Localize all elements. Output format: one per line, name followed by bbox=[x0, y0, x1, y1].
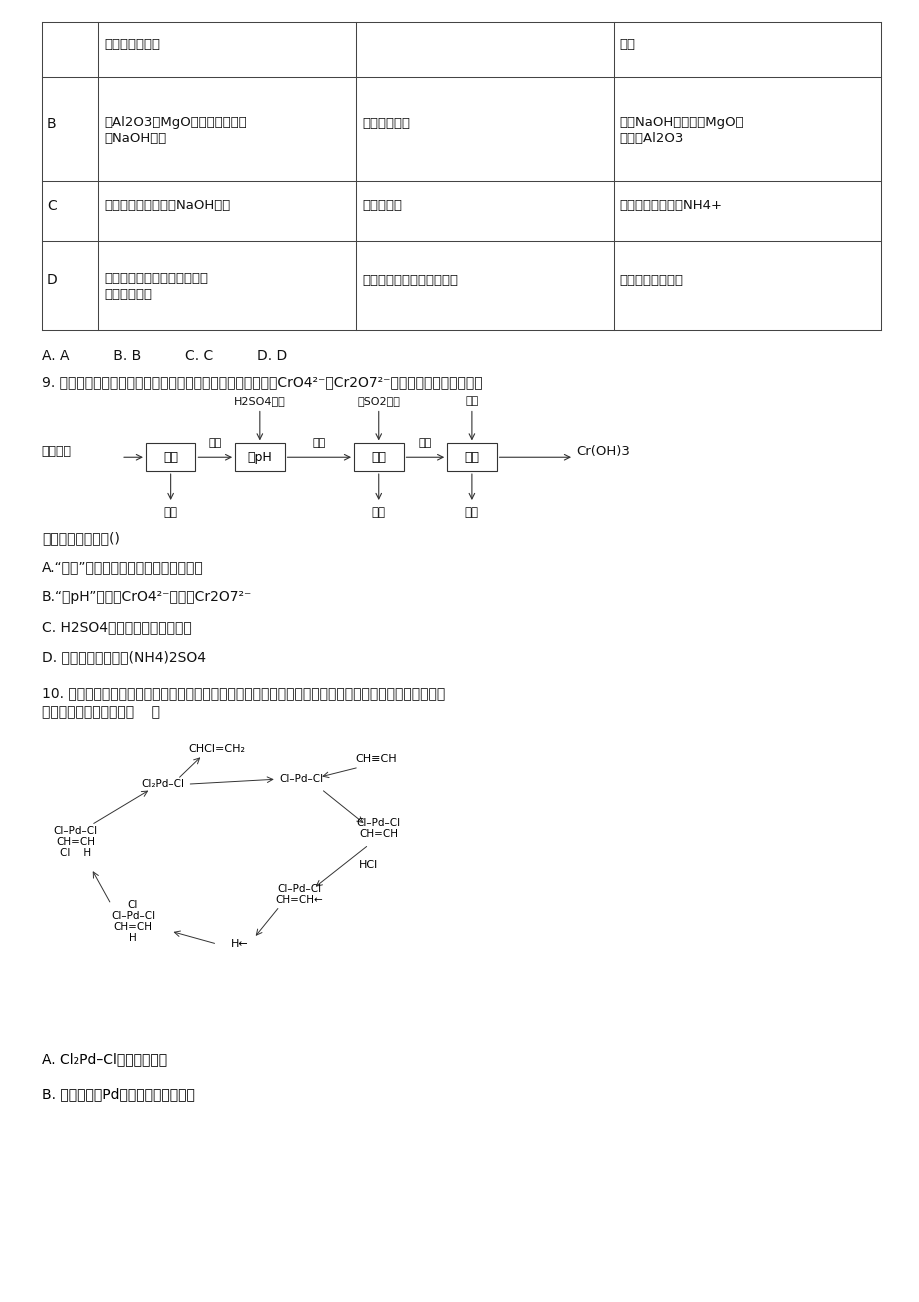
Text: 调pH: 调pH bbox=[247, 450, 272, 464]
Text: Cl–Pd–Cl: Cl–Pd–Cl bbox=[53, 825, 97, 836]
Text: C: C bbox=[47, 199, 56, 212]
Text: B.“调pH”时存在CrO4²⁻转化为Cr2O7²⁻: B.“调pH”时存在CrO4²⁻转化为Cr2O7²⁻ bbox=[41, 590, 252, 604]
Text: 下列说法错误的是(): 下列说法错误的是() bbox=[41, 531, 119, 544]
Text: CH=CH←: CH=CH← bbox=[276, 894, 323, 905]
Text: H: H bbox=[129, 932, 137, 943]
Text: CH=CH: CH=CH bbox=[358, 829, 398, 840]
FancyBboxPatch shape bbox=[146, 444, 195, 471]
FancyBboxPatch shape bbox=[234, 444, 284, 471]
Text: 沉铬: 沉铬 bbox=[464, 450, 479, 464]
Text: H2SO4溶液: H2SO4溶液 bbox=[233, 396, 286, 406]
Text: 向Al2O3与MgO混合物中加入足: 向Al2O3与MgO混合物中加入足 bbox=[104, 116, 246, 129]
Text: C. H2SO4溶液更适合用盐酸代替: C. H2SO4溶液更适合用盐酸代替 bbox=[41, 620, 191, 634]
Text: 待检液中一定不含NH4+: 待检液中一定不含NH4+ bbox=[618, 199, 721, 212]
Text: 碘水: 碘水 bbox=[618, 38, 635, 51]
Text: 滤渣: 滤渣 bbox=[371, 506, 385, 519]
Text: CH=CH: CH=CH bbox=[56, 837, 95, 846]
Text: A. A          B. B          C. C          D. D: A. A B. B C. C D. D bbox=[41, 349, 287, 363]
Text: 混有的Al2O3: 混有的Al2O3 bbox=[618, 132, 683, 145]
Text: HCl: HCl bbox=[358, 859, 378, 870]
Text: 固体部分溶解: 固体部分溶解 bbox=[361, 117, 410, 130]
Text: B: B bbox=[47, 117, 56, 132]
Text: Cl–Pd–Cl: Cl–Pd–Cl bbox=[111, 911, 155, 921]
Text: 沉渣: 沉渣 bbox=[164, 506, 177, 519]
Text: 沉降: 沉降 bbox=[163, 450, 178, 464]
Text: 含铬废水: 含铬废水 bbox=[41, 445, 72, 458]
Text: Cl₂Pd–Cl: Cl₂Pd–Cl bbox=[141, 779, 184, 789]
Text: CHCl=CH₂: CHCl=CH₂ bbox=[188, 745, 245, 754]
Text: 向待检液中滴加少量NaOH溶液: 向待检液中滴加少量NaOH溶液 bbox=[104, 199, 231, 212]
Text: B. 反应过程中Pd的成键数目保持不变: B. 反应过程中Pd的成键数目保持不变 bbox=[41, 1087, 195, 1101]
Text: 清液: 清液 bbox=[209, 439, 221, 448]
Text: 示。下列说法正确的是（    ）: 示。下列说法正确的是（ ） bbox=[41, 706, 160, 720]
Text: 9. 含铬废水对环境污染严重，一种烟气协同处理含铬废水（含CrO4²⁻、Cr2O7²⁻、泥沙等）的流程如图：: 9. 含铬废水对环境污染严重，一种烟气协同处理含铬废水（含CrO4²⁻、Cr2O… bbox=[41, 375, 482, 389]
Text: CH≡CH: CH≡CH bbox=[355, 754, 396, 764]
Text: 无明显现象: 无明显现象 bbox=[361, 199, 402, 212]
Text: 含SO2烟气: 含SO2烟气 bbox=[357, 396, 400, 406]
FancyBboxPatch shape bbox=[447, 444, 496, 471]
Text: 铜作反应的催化剂: 铜作反应的催化剂 bbox=[618, 273, 683, 286]
Text: Cl: Cl bbox=[128, 900, 138, 910]
Text: H←: H← bbox=[231, 939, 249, 949]
Text: 溶液: 溶液 bbox=[312, 439, 325, 448]
Text: 母液: 母液 bbox=[464, 506, 479, 519]
FancyBboxPatch shape bbox=[354, 444, 403, 471]
Text: 将锌铜合金与锌分别加入等浓: 将锌铜合金与锌分别加入等浓 bbox=[104, 272, 208, 285]
Text: 度硫酸溶液中: 度硫酸溶液中 bbox=[104, 288, 152, 301]
Text: Cl–Pd–Cl: Cl–Pd–Cl bbox=[279, 775, 323, 784]
Text: 可用NaOH溶液除去MgO中: 可用NaOH溶液除去MgO中 bbox=[618, 116, 743, 129]
Text: 中，振荡、静置: 中，振荡、静置 bbox=[104, 38, 160, 51]
Text: Cl    H: Cl H bbox=[60, 848, 91, 858]
Text: 锌铜合金生成氢气速率更快: 锌铜合金生成氢气速率更快 bbox=[361, 273, 458, 286]
Text: 量NaOH溶液: 量NaOH溶液 bbox=[104, 132, 166, 145]
Text: D: D bbox=[47, 273, 58, 288]
Text: 还原: 还原 bbox=[371, 450, 386, 464]
Text: 滤液: 滤液 bbox=[418, 439, 432, 448]
Text: Cr(OH)3: Cr(OH)3 bbox=[575, 445, 630, 458]
Text: CH=CH: CH=CH bbox=[113, 922, 153, 932]
Text: 氨水: 氨水 bbox=[465, 396, 478, 406]
Text: A. Cl₂Pd–Cl是反应中间体: A. Cl₂Pd–Cl是反应中间体 bbox=[41, 1052, 166, 1066]
Text: D. 母液经处理可获得(NH4)2SO4: D. 母液经处理可获得(NH4)2SO4 bbox=[41, 650, 206, 664]
Text: Cl–Pd–Cl: Cl–Pd–Cl bbox=[278, 884, 321, 894]
Text: Cl–Pd–Cl: Cl–Pd–Cl bbox=[357, 819, 401, 828]
Text: A.“沉降”的主要目的是除去泥沙等不溶物: A.“沉降”的主要目的是除去泥沙等不溶物 bbox=[41, 561, 203, 574]
Text: 10. 氯乙烯是合成高分子材料的单体，我国科研工作者研究出乙炔选择性加成制备氯乙烯的反应历程如图所: 10. 氯乙烯是合成高分子材料的单体，我国科研工作者研究出乙炔选择性加成制备氯乙… bbox=[41, 686, 445, 699]
